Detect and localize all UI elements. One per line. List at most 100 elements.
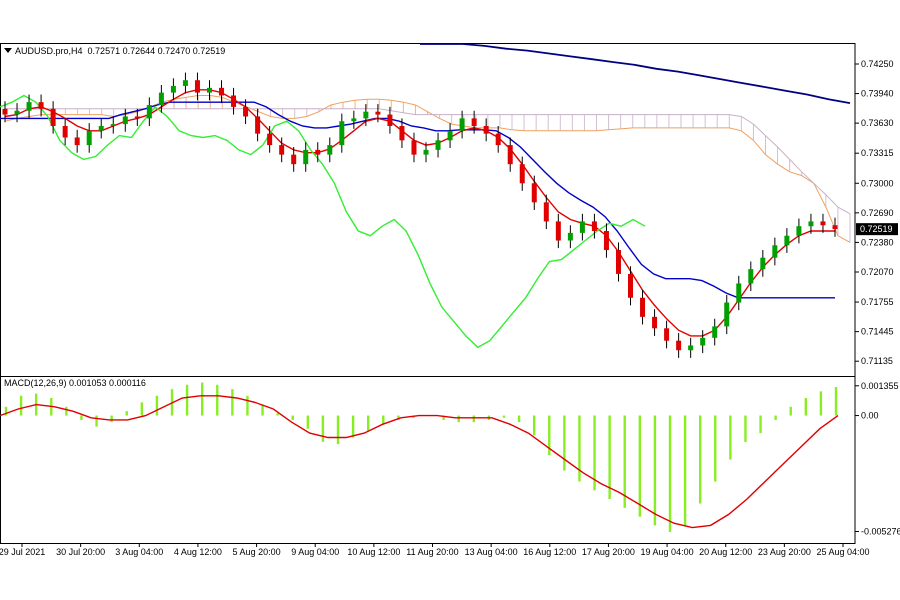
price-tick-label: 0.73315 [861, 148, 894, 158]
time-tick-label: 13 Aug 04:00 [465, 547, 518, 557]
time-tick-label: 30 Jul 20:00 [56, 547, 105, 557]
candle-body [267, 133, 273, 146]
price-tick-label: 0.71135 [861, 356, 893, 366]
senkou-span-b-line [5, 108, 851, 215]
candle-body [146, 105, 152, 119]
open-value: 0.72571 [87, 46, 121, 56]
candle-body [363, 111, 369, 119]
candle-body [134, 116, 140, 119]
dropdown-triangle-icon[interactable] [4, 48, 12, 53]
macd-signal-line [0, 395, 839, 529]
candle-body [531, 183, 537, 203]
candle-body [86, 130, 92, 146]
time-tick-label: 25 Aug 04:00 [816, 547, 869, 557]
candle-body [676, 340, 682, 351]
candle-body [62, 126, 68, 138]
candle-body [243, 106, 249, 117]
candle-body [483, 126, 489, 134]
candle-body [194, 80, 200, 93]
long-ma-path [420, 43, 851, 104]
time-axis: 29 Jul 2021 30 Jul 20:00 3 Aug 04:00 4 Aug … [0, 543, 870, 557]
candle-body [688, 345, 694, 351]
candle-body [519, 164, 525, 184]
price-tick-label: 0.71445 [861, 327, 894, 337]
price-tick-label: 0.73000 [861, 178, 894, 188]
chikou-span-line [0, 94, 646, 349]
time-tick-label: 4 Aug 12:00 [174, 547, 222, 557]
macd-tick-label: 0.00 [861, 411, 879, 421]
candle-body [772, 245, 778, 258]
candle-body [555, 221, 561, 241]
candle-body [399, 126, 405, 141]
candle-body [652, 316, 658, 329]
candle-body [351, 118, 357, 122]
price-tick-label: 0.71755 [861, 297, 894, 307]
tenkan-sen-line [4, 89, 835, 337]
time-tick-label: 10 Aug 12:00 [347, 547, 400, 557]
candle-body [760, 257, 766, 270]
candle-body [748, 269, 754, 284]
macd-frame [0, 376, 856, 544]
current-price-label: 0.72519 [860, 224, 893, 234]
candle-body [182, 80, 188, 86]
candlesticks [2, 72, 838, 358]
candle-body [110, 124, 116, 127]
candle-body [2, 108, 8, 115]
candle-body [98, 126, 104, 131]
time-tick-label: 16 Aug 12:00 [523, 547, 576, 557]
indicator-lines [0, 89, 835, 349]
candle-body [591, 221, 597, 231]
time-tick-label: 19 Aug 04:00 [641, 547, 694, 557]
candle-body [664, 328, 670, 341]
long-ma-line [420, 43, 851, 104]
ichimoku-cloud [4, 95, 851, 243]
candle-body [435, 140, 441, 150]
price-tick-label: 0.72070 [861, 267, 894, 277]
senkou-span-a-line [4, 95, 851, 243]
candle-body [327, 145, 333, 155]
symbol-header: AUDUSD.pro,H4 0.72571 0.72644 0.72470 0.… [4, 46, 225, 56]
candle-body [796, 226, 802, 236]
candle-body [14, 110, 20, 115]
candle-body [784, 235, 790, 246]
candle-body [315, 149, 321, 155]
price-tick-label: 0.72380 [861, 237, 894, 247]
candle-body [255, 116, 261, 134]
candle-body [38, 102, 44, 109]
candle-body [615, 250, 621, 274]
symbol-label: AUDUSD.pro,H4 [15, 46, 83, 56]
candle-body [170, 85, 176, 93]
macd-tick-label: -0.005276 [861, 526, 900, 536]
price-axis: 0.74250 0.73940 0.73630 0.73315 0.73000 0.726… [855, 59, 898, 366]
time-tick-label: 5 Aug 20:00 [233, 547, 281, 557]
price-tick-label: 0.73940 [861, 89, 894, 99]
current-price-tag [856, 223, 898, 236]
candle-body [820, 221, 826, 226]
candle-body [279, 145, 285, 155]
candle-body [628, 273, 634, 298]
price-tick-label: 0.74250 [861, 59, 894, 69]
candle-body [231, 95, 237, 107]
kijun-sen-line [0, 101, 835, 299]
candle-body [712, 326, 718, 338]
signal-path [0, 395, 839, 529]
macd-header: MACD(12,26,9) 0.001053 0.000116 [4, 378, 146, 388]
candle-body [291, 154, 297, 165]
time-tick-label: 11 Aug 20:00 [406, 547, 458, 557]
candle-body [387, 114, 393, 127]
time-tick-label: 20 Aug 12:00 [699, 547, 752, 557]
candle-body [74, 137, 80, 146]
candle-body [736, 283, 742, 303]
candle-body [459, 118, 465, 131]
macd-histogram [4, 382, 838, 533]
candle-body [375, 111, 381, 115]
candle-body [471, 118, 477, 127]
low-value: 0.72470 [157, 46, 191, 56]
time-tick-label: 3 Aug 04:00 [115, 547, 163, 557]
time-tick-label: 17 Aug 20:00 [582, 547, 635, 557]
candle-body [122, 116, 128, 125]
price-tick-label: 0.72690 [861, 208, 894, 218]
price-tick-label: 0.73630 [861, 118, 894, 128]
candle-body [579, 221, 585, 233]
